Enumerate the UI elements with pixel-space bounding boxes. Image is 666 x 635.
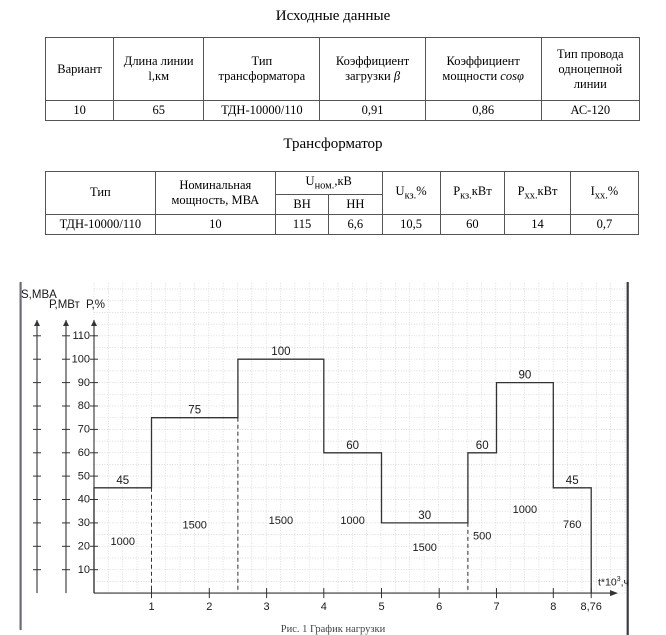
svg-text:110: 110: [72, 330, 90, 342]
svg-text:100: 100: [271, 346, 290, 358]
svg-text:75: 75: [188, 405, 201, 417]
svg-text:45: 45: [566, 475, 579, 487]
svg-text:30: 30: [418, 510, 431, 522]
svg-text:5: 5: [378, 601, 384, 613]
svg-text:60: 60: [78, 447, 90, 459]
svg-text:1500: 1500: [182, 520, 206, 532]
svg-text:1500: 1500: [412, 542, 436, 554]
svg-text:1000: 1000: [513, 504, 537, 516]
svg-text:100: 100: [72, 353, 90, 365]
svg-text:45: 45: [116, 475, 129, 487]
svg-text:70: 70: [78, 424, 90, 436]
svg-text:50: 50: [78, 470, 90, 482]
svg-text:500: 500: [473, 531, 491, 543]
svg-text:90: 90: [78, 377, 90, 389]
svg-text:3: 3: [264, 601, 270, 613]
svg-text:10: 10: [78, 564, 90, 576]
svg-text:30: 30: [78, 517, 90, 529]
svg-text:6: 6: [436, 601, 442, 613]
svg-text:1000: 1000: [111, 536, 135, 548]
svg-text:1500: 1500: [269, 515, 293, 527]
svg-text:60: 60: [476, 440, 489, 452]
svg-text:4: 4: [321, 601, 327, 613]
svg-text:8: 8: [550, 601, 556, 613]
svg-text:2: 2: [206, 601, 212, 613]
svg-text:760: 760: [563, 519, 581, 531]
svg-text:90: 90: [519, 370, 532, 382]
svg-text:40: 40: [78, 494, 90, 506]
svg-text:8,76: 8,76: [580, 601, 601, 613]
svg-text:1: 1: [148, 601, 154, 613]
svg-text:80: 80: [78, 400, 90, 412]
svg-text:1000: 1000: [340, 515, 364, 527]
svg-text:7: 7: [493, 601, 499, 613]
svg-text:60: 60: [346, 440, 359, 452]
svg-text:20: 20: [78, 541, 90, 553]
